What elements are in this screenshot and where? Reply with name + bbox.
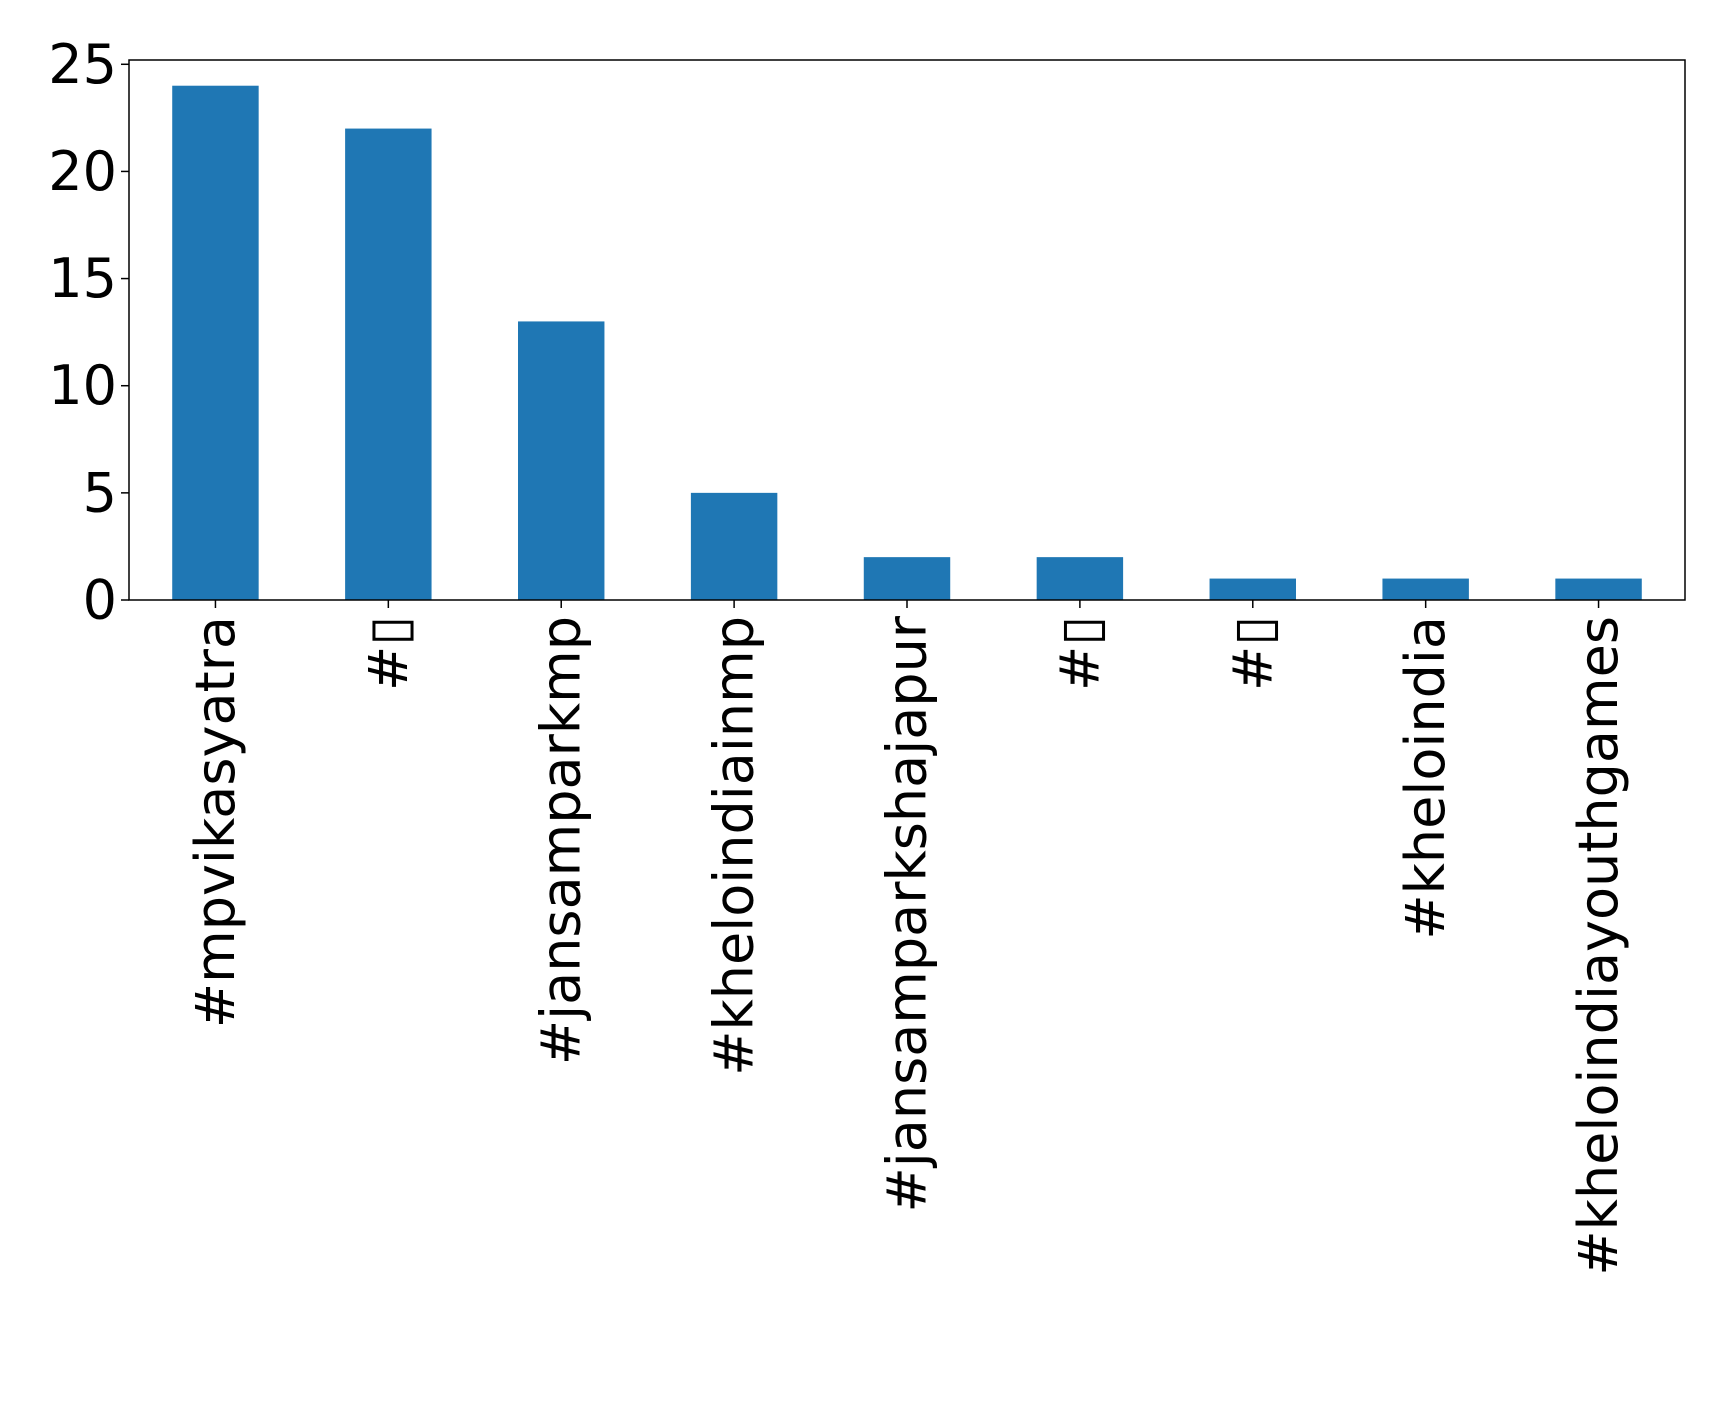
bars-group xyxy=(172,85,1642,601)
y-tick-label: 15 xyxy=(48,247,117,310)
x-tick-label: #kheloindiayouthgames xyxy=(1567,616,1630,1276)
bar-7 xyxy=(1382,578,1469,600)
x-tick-label: #jansamparkmp xyxy=(530,616,593,1065)
x-tick-label: #mpvikasyatra xyxy=(184,616,247,1028)
x-tick-label: #▯ xyxy=(1221,616,1284,691)
bar-1 xyxy=(345,128,432,601)
x-axis: #mpvikasyatra #▯ #jansamparkmp #kheloindiai… xyxy=(184,600,1630,1276)
bar-4 xyxy=(863,557,951,600)
y-axis: 0 5 10 15 20 25 xyxy=(48,33,129,632)
x-tick-label: #▯ xyxy=(1048,616,1111,691)
y-tick-label: 20 xyxy=(48,140,117,203)
y-tick-label: 0 xyxy=(83,569,117,632)
x-tick-label: #jansamparkshajapur xyxy=(876,615,939,1212)
plot-frame xyxy=(128,59,1686,601)
x-tick-label: #kheloindiainmp xyxy=(703,616,766,1076)
bar-6 xyxy=(1209,578,1296,600)
y-tick-label: 25 xyxy=(48,33,117,96)
x-tick-label: #kheloindia xyxy=(1394,616,1457,940)
bar-5 xyxy=(1036,557,1124,600)
x-tick-label: #▯ xyxy=(357,616,420,691)
bar-0 xyxy=(172,85,259,600)
y-tick-label: 5 xyxy=(83,461,117,524)
bar-3 xyxy=(690,492,778,600)
y-tick-label: 10 xyxy=(48,354,117,417)
bar-8 xyxy=(1555,578,1642,600)
bar-2 xyxy=(518,321,605,600)
